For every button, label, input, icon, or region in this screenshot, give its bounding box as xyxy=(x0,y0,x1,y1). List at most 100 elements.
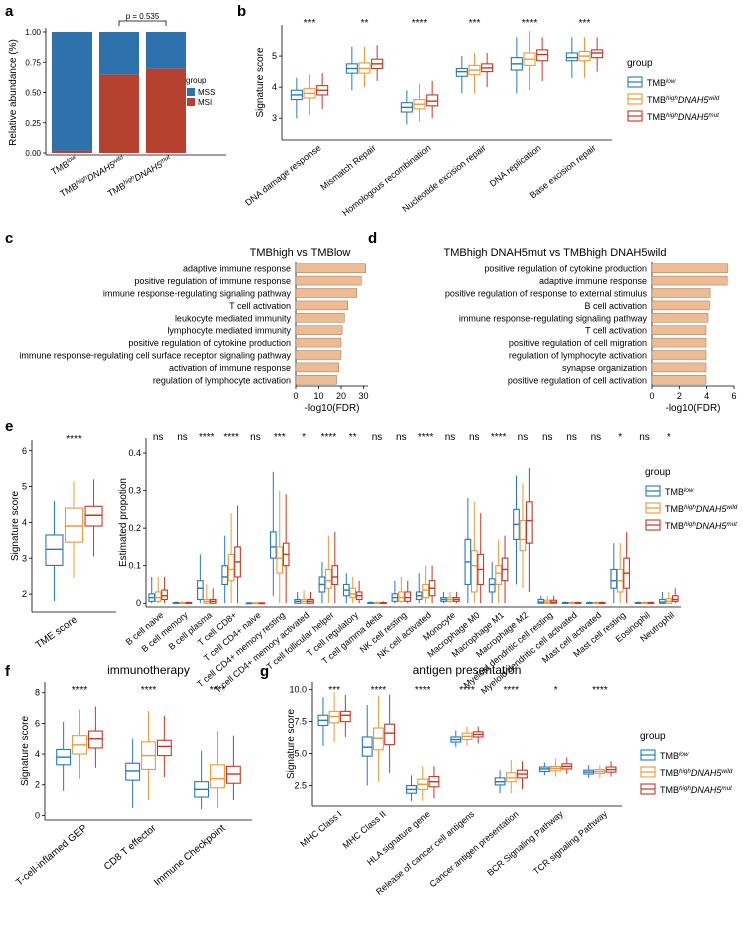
box-iqr xyxy=(470,550,478,593)
box-iqr xyxy=(84,505,103,527)
significance-label: ns xyxy=(153,432,164,443)
box-wild xyxy=(578,37,591,78)
bar xyxy=(651,350,707,360)
y-tick-label: positive regulation of response to exter… xyxy=(445,289,648,299)
box-iqr xyxy=(519,520,527,552)
superscript: high xyxy=(666,112,678,119)
y-tick-label: 7.5 xyxy=(294,717,307,727)
y-tick-label: lymphocyte mediated immunity xyxy=(167,326,291,336)
legend-label: TMBhighDNAH5wild xyxy=(660,768,733,778)
superscript: high xyxy=(684,521,696,528)
y-tick-label: 1.00 xyxy=(25,28,41,37)
box-low xyxy=(494,770,506,794)
box-mut xyxy=(605,761,617,777)
box-iqr xyxy=(225,765,241,784)
y-tick-label: 5.0 xyxy=(294,749,307,759)
significance-label: ** xyxy=(349,432,357,443)
x-tick-label: 20 xyxy=(336,391,346,401)
box-mut xyxy=(307,591,314,604)
box-mut xyxy=(574,601,582,604)
significance-label: **** xyxy=(522,18,538,29)
x-tick-label: Homologous recombination xyxy=(340,143,432,218)
box-iqr xyxy=(455,67,468,77)
box-wild xyxy=(373,696,384,782)
significance-label: **** xyxy=(66,434,82,445)
box-mut xyxy=(282,494,290,604)
y-tick-label: T cell activation xyxy=(229,301,291,311)
box-wild xyxy=(210,731,225,808)
box-wild xyxy=(641,601,648,604)
box-low xyxy=(318,561,326,604)
text-span: TMB xyxy=(665,504,684,514)
x-tick-label: Mismatch Repair xyxy=(318,143,377,192)
box-mut xyxy=(371,45,384,81)
box-wild xyxy=(422,565,430,604)
box-iqr xyxy=(488,578,496,593)
box-iqr xyxy=(156,739,172,757)
box-mut xyxy=(536,37,549,81)
box-iqr xyxy=(537,598,545,604)
x-tick-label: TMBlow xyxy=(49,154,79,177)
box-low xyxy=(197,554,204,604)
box-mut xyxy=(339,694,351,737)
box-wild xyxy=(72,709,87,779)
significance-label: ns xyxy=(591,432,602,443)
box-wild xyxy=(349,576,357,604)
significance-bracket xyxy=(118,20,167,26)
legend-label: TMBhighDNAH5wild xyxy=(647,95,720,105)
y-tick-label: 0.4 xyxy=(128,448,141,458)
box-iqr xyxy=(659,598,666,604)
panel-e1: 2 3 4 5 6 Signature score **** TME score xyxy=(10,434,116,651)
x-tick-label: 0 xyxy=(649,391,654,401)
panel-label-b: b xyxy=(237,3,246,20)
box-mut xyxy=(428,766,440,799)
box-wild xyxy=(592,601,600,604)
box-wild xyxy=(141,711,156,801)
box-low xyxy=(345,46,358,91)
y-axis-label: Estimated propotion xyxy=(118,478,129,567)
box-iqr xyxy=(227,553,235,582)
box-low xyxy=(148,576,156,604)
significance-label: ** xyxy=(361,18,369,29)
panel-d: TMBhigh DNAH5mut vs TMBhigh DNAH5wild 0 2 4… xyxy=(444,247,737,414)
y-tick-label: 3 xyxy=(22,553,27,563)
panel-label-a: a xyxy=(5,3,14,20)
text-span: TMB xyxy=(660,751,679,761)
text-span: TMB xyxy=(665,487,684,497)
significance-label: **** xyxy=(412,18,428,29)
box-wild xyxy=(227,513,235,604)
y-tick-label: 0 xyxy=(136,598,141,608)
box-wild xyxy=(325,535,332,604)
significance-label: ns xyxy=(566,432,577,443)
legend-label: TMBlow xyxy=(665,487,694,497)
superscript: mut xyxy=(159,154,172,165)
y-tick-label: positive regulation of cytokine producti… xyxy=(128,338,291,348)
y-axis-label: Relative abundance (%) xyxy=(8,39,19,146)
box-iqr xyxy=(339,710,351,723)
box-mut xyxy=(225,735,241,801)
y-tick-label: 4 xyxy=(35,749,40,759)
box-wild xyxy=(397,576,405,604)
box-wild xyxy=(300,590,308,604)
bar-msi xyxy=(99,74,139,153)
bar xyxy=(651,337,707,348)
box-wild xyxy=(358,46,371,88)
superscript: wild xyxy=(708,95,719,102)
box-low xyxy=(269,471,277,596)
box-low xyxy=(406,775,417,801)
superscript: mut xyxy=(726,521,737,528)
box-wild xyxy=(523,31,536,91)
legend-title: group xyxy=(640,731,666,742)
y-tick-label: 10.0 xyxy=(289,685,307,695)
y-tick-label: B cell activation xyxy=(584,301,647,311)
bar xyxy=(651,300,710,311)
box-wild xyxy=(568,601,575,604)
y-tick-label: 6 xyxy=(35,718,40,728)
y-tick-label: 2 xyxy=(35,780,40,790)
box-wild xyxy=(203,584,211,604)
box-wild xyxy=(543,595,551,604)
y-tick-label: regulation of lymphocyte activation xyxy=(509,351,647,361)
legend: groupTMBlowTMBhighDNAH5wildTMBhighDNAH5m… xyxy=(627,58,720,122)
box-wild xyxy=(328,692,340,743)
